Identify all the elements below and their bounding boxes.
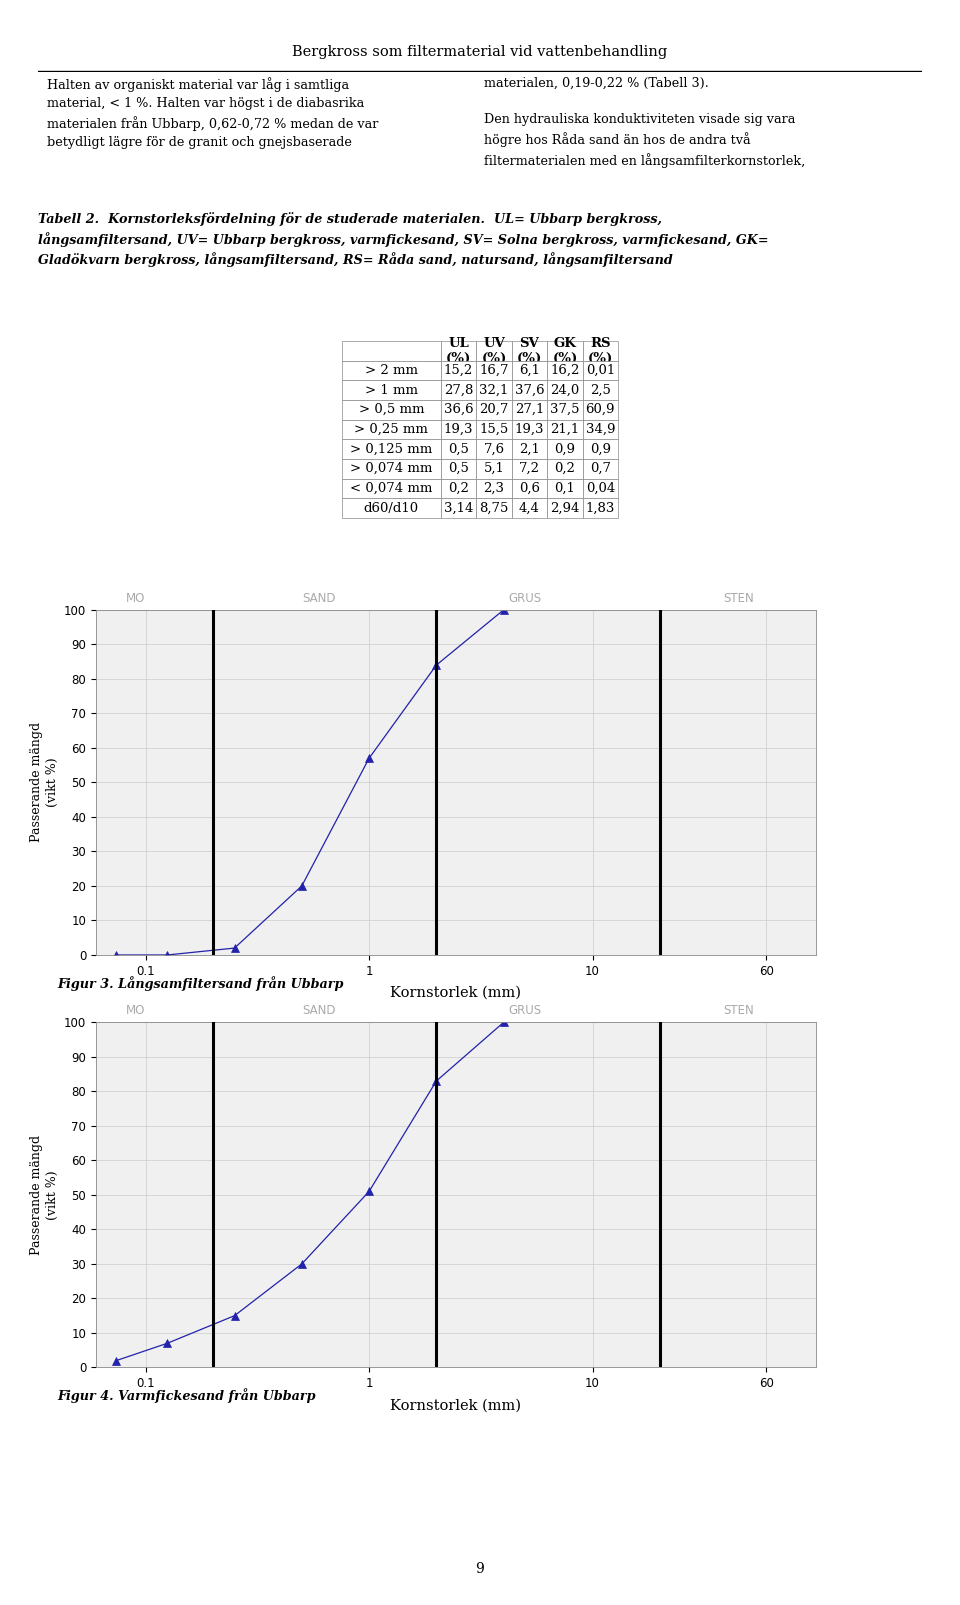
Y-axis label: Passerande mängd
(vikt %): Passerande mängd (vikt %) [31, 1135, 59, 1255]
Text: SAND: SAND [302, 1005, 336, 1018]
Text: Tabell 2.  Kornstorleksfördelning för de studerade materialen.  UL= Ubbarp bergk: Tabell 2. Kornstorleksfördelning för de … [38, 212, 769, 268]
Text: materialen, 0,19-0,22 % (Tabell 3).

Den hydrauliska konduktiviteten visade sig : materialen, 0,19-0,22 % (Tabell 3). Den … [485, 77, 805, 167]
Text: Figur 3. Långsamfiltersand från Ubbarp: Figur 3. Långsamfiltersand från Ubbarp [58, 976, 344, 990]
Text: STEN: STEN [723, 1005, 754, 1018]
Text: Halten av organiskt material var låg i samtliga
material, < 1 %. Halten var högs: Halten av organiskt material var låg i s… [47, 77, 378, 149]
X-axis label: Kornstorlek (mm): Kornstorlek (mm) [391, 985, 521, 1000]
Text: Bergkross som filtermaterial vid vattenbehandling: Bergkross som filtermaterial vid vattenb… [293, 45, 667, 59]
Text: MO: MO [126, 1005, 145, 1018]
Text: Figur 4. Varmfickesand från Ubbarp: Figur 4. Varmfickesand från Ubbarp [58, 1388, 316, 1403]
X-axis label: Kornstorlek (mm): Kornstorlek (mm) [391, 1398, 521, 1412]
Y-axis label: Passerande mängd
(vikt %): Passerande mängd (vikt %) [31, 722, 59, 843]
Text: SAND: SAND [302, 592, 336, 605]
Text: MO: MO [126, 592, 145, 605]
Text: STEN: STEN [723, 592, 754, 605]
Text: GRUS: GRUS [509, 1005, 541, 1018]
Text: 9: 9 [475, 1562, 485, 1576]
Text: GRUS: GRUS [509, 592, 541, 605]
